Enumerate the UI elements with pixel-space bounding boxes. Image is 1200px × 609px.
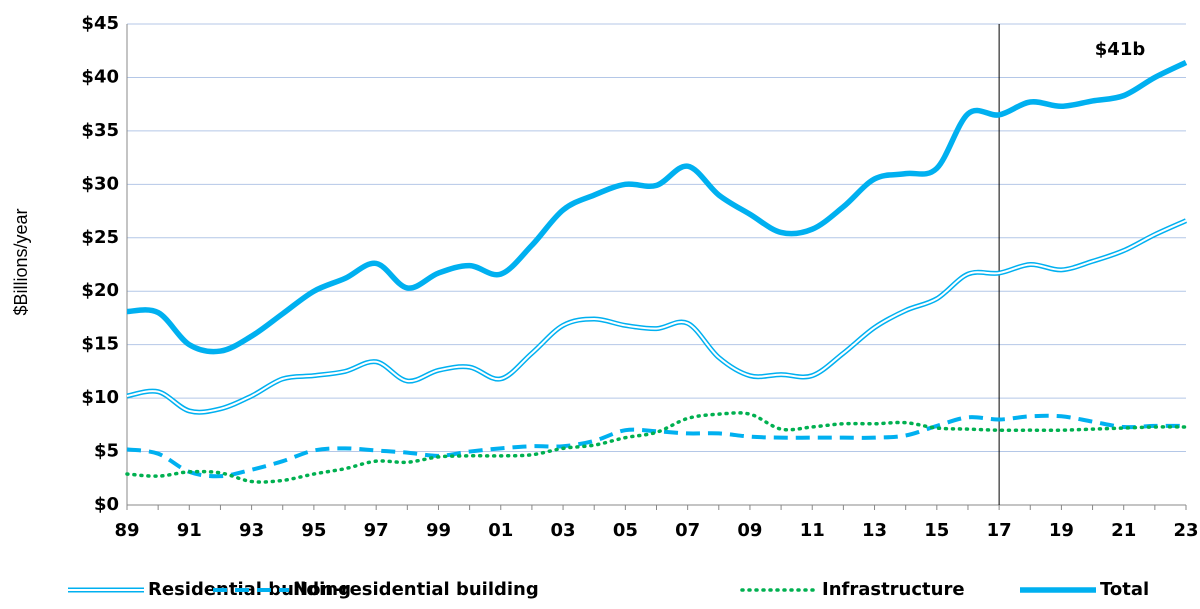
x-tick-label: 05	[613, 520, 638, 541]
legend-label: Total	[1100, 579, 1149, 600]
x-tick-label: 95	[301, 520, 326, 541]
series-line	[126, 59, 1188, 355]
x-tick-label: 23	[1173, 520, 1198, 541]
series-line	[125, 411, 1188, 484]
x-tick-label: 01	[488, 520, 513, 541]
y-tick-label: $20	[81, 280, 119, 301]
x-tick-label: 99	[426, 520, 451, 541]
x-tick-label: 97	[364, 520, 389, 541]
y-axis-label: $Billions/year	[11, 208, 31, 315]
legend-label: Infrastructure	[822, 579, 965, 600]
y-tick-label: $15	[81, 334, 119, 355]
legend-label: Non-residential building	[293, 579, 539, 600]
y-tick-label: $30	[81, 173, 119, 194]
y-tick-label: $0	[94, 494, 119, 515]
y-tick-label: $25	[81, 227, 119, 248]
legend-label: Residential building	[148, 579, 351, 600]
y-tick-label: $45	[81, 13, 119, 34]
y-tick-label: $5	[94, 441, 119, 462]
series-line	[126, 219, 1187, 414]
x-tick-label: 11	[800, 520, 825, 541]
y-tick-label: $10	[81, 387, 119, 408]
x-tick-label: 15	[924, 520, 949, 541]
series-line	[126, 218, 1188, 415]
annotation: $41b	[1095, 39, 1146, 60]
x-tick-label: 03	[551, 520, 576, 541]
x-tick-label: 13	[862, 520, 887, 541]
x-tick-label: 19	[1049, 520, 1074, 541]
series-line	[126, 413, 1187, 479]
y-tick-label: $40	[81, 66, 119, 87]
x-tick-label: 17	[987, 520, 1012, 541]
x-tick-label: 07	[675, 520, 700, 541]
x-tick-label: 09	[737, 520, 762, 541]
y-tick-label: $35	[81, 120, 119, 141]
x-tick-label: 93	[239, 520, 264, 541]
x-tick-label: 21	[1111, 520, 1136, 541]
x-tick-label: 89	[114, 520, 139, 541]
x-tick-label: 91	[177, 520, 202, 541]
